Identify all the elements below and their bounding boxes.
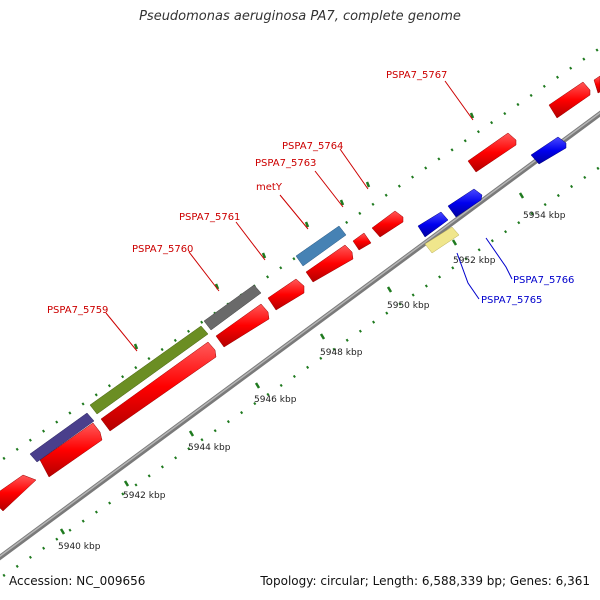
genome-backbone (0, 110, 600, 561)
gene-label[interactable]: PSPA7_5760 (132, 244, 193, 255)
gene-block-yellow[interactable] (424, 226, 460, 254)
accession-text: Accession: NC_009656 (9, 574, 146, 588)
kbp-label: 5952 kbp (453, 256, 496, 266)
major-ticks (59, 112, 525, 535)
forward-gene-arrow[interactable] (0, 474, 37, 512)
gene-label[interactable]: PSPA7_5764 (282, 141, 343, 152)
genome-backbone-highlight (0, 111, 600, 558)
map-title: Pseudomonas aeruginosa PA7, complete gen… (139, 9, 461, 24)
forward-gene-arrow[interactable] (100, 341, 217, 432)
gene-block-green[interactable] (89, 325, 209, 415)
lower-tick-track (0, 165, 600, 580)
forward-gene-arrow[interactable] (352, 232, 372, 251)
reverse-gene-arrow[interactable] (447, 188, 483, 218)
gene-label[interactable]: PSPA7_5766 (513, 275, 574, 286)
gene-label[interactable]: PSPA7_5759 (47, 305, 108, 316)
kbp-label: 5940 kbp (58, 542, 101, 552)
forward-gene-arrow[interactable] (305, 244, 354, 283)
reverse-gene-arrow[interactable] (530, 136, 567, 165)
forward-gene-arrow[interactable] (267, 278, 305, 311)
gene-label[interactable]: PSPA7_5761 (179, 212, 240, 223)
forward-callouts (105, 80, 474, 352)
reverse-gene-arrow[interactable] (417, 211, 449, 238)
forward-gene-arrow[interactable] (215, 303, 270, 348)
gene-block-gray[interactable] (203, 284, 262, 331)
kbp-label: 5954 kbp (523, 211, 566, 221)
kbp-label: 5944 kbp (188, 443, 231, 453)
forward-gene-arrow[interactable] (467, 132, 517, 173)
reverse-callouts (456, 237, 513, 300)
kbp-label: 5950 kbp (387, 301, 430, 311)
forward-gene-arrow[interactable] (593, 75, 600, 94)
gene-label[interactable]: metY (256, 182, 283, 193)
kbp-label: 5946 kbp (254, 395, 297, 405)
kbp-label: 5948 kbp (320, 348, 363, 358)
genome-summary-text: Topology: circular; Length: 6,588,339 bp… (260, 574, 590, 588)
gene-label[interactable]: PSPA7_5763 (255, 158, 316, 169)
gene-label[interactable]: PSPA7_5765 (481, 295, 542, 306)
forward-gene-arrow[interactable] (39, 422, 103, 478)
gene-block-steelblue[interactable] (295, 225, 347, 267)
kbp-label: 5942 kbp (123, 491, 166, 501)
gene-block-purple[interactable] (29, 412, 95, 463)
forward-gene-arrow[interactable] (548, 81, 591, 119)
gene-label[interactable]: PSPA7_5767 (386, 70, 447, 81)
forward-gene-arrow[interactable] (371, 210, 404, 238)
